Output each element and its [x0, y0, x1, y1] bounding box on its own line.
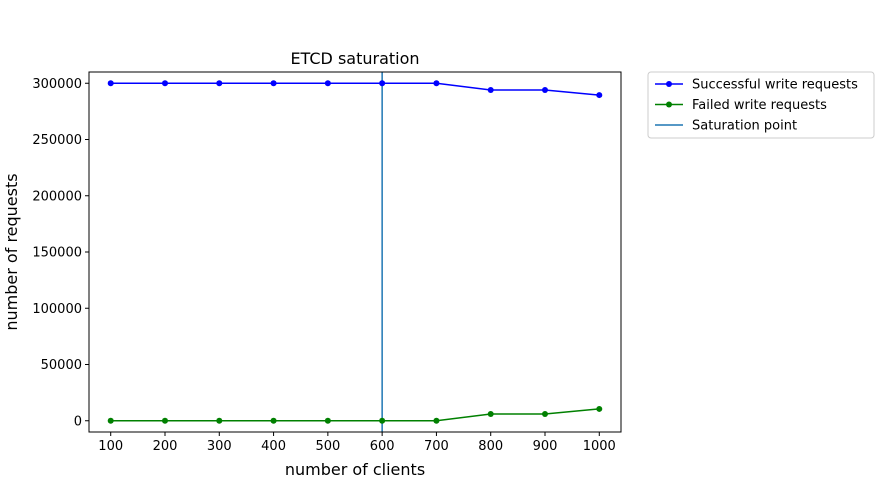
series-1-point	[324, 417, 331, 424]
series-0-point	[216, 80, 223, 87]
x-tick-label: 300	[207, 439, 232, 454]
y-tick-label: 150000	[32, 246, 82, 261]
series-1-point	[379, 417, 386, 424]
y-tick-label: 200000	[32, 189, 82, 204]
legend-label: Successful write requests	[692, 78, 858, 93]
y-tick-label: 50000	[41, 358, 82, 373]
x-tick-label: 600	[370, 439, 395, 454]
series-0-point	[324, 80, 331, 87]
series-1-point	[162, 417, 168, 424]
legend: Successful write requests Failed write re…	[647, 71, 875, 139]
series-0-point	[433, 80, 440, 87]
y-tick-label: 100000	[32, 302, 82, 317]
y-tick-label: 250000	[32, 133, 82, 148]
plot-frame	[88, 71, 622, 433]
y-axis: 0 50000 100000 150000 200000 250000 300000	[32, 77, 89, 429]
x-tick-label: 100	[98, 439, 123, 454]
series-1-point	[107, 417, 114, 424]
x-axis: 100 200 300 400 500 600 700 800 900 1000	[98, 432, 616, 454]
plot-area	[107, 72, 603, 432]
x-axis-label: number of clients	[285, 460, 425, 479]
series-0-point	[542, 87, 548, 93]
series-0-point	[596, 92, 603, 99]
x-tick-label: 700	[424, 439, 449, 454]
y-tick-label: 0	[74, 414, 82, 429]
x-tick-label: 200	[153, 439, 178, 454]
series-0-point	[107, 80, 114, 87]
legend-box	[647, 71, 875, 139]
legend-marker	[666, 81, 672, 87]
series-1-point	[433, 417, 440, 424]
series-0-point	[379, 80, 386, 87]
legend-label: Saturation point	[692, 119, 797, 134]
series-1-point	[542, 411, 548, 417]
x-tick-label: 400	[261, 439, 286, 454]
series-1-point	[596, 405, 603, 412]
x-tick-label: 800	[478, 439, 503, 454]
x-tick-label: 900	[533, 439, 558, 454]
legend-marker	[666, 101, 672, 108]
series-line-1	[110, 408, 600, 422]
legend-label: Failed write requests	[692, 98, 827, 113]
y-axis-label: number of requests	[2, 173, 21, 330]
x-tick-label: 1000	[583, 439, 616, 454]
series-0-point	[162, 80, 168, 87]
chart-title: ETCD saturation	[290, 49, 419, 68]
series-1-point	[487, 411, 494, 417]
x-tick-label: 500	[315, 439, 340, 454]
series-1-point	[216, 417, 223, 424]
series-1-point	[270, 417, 277, 424]
series-0-point	[487, 87, 494, 93]
series-line-0	[110, 82, 600, 96]
y-tick-label: 300000	[32, 77, 82, 92]
series-0-point	[270, 80, 277, 87]
